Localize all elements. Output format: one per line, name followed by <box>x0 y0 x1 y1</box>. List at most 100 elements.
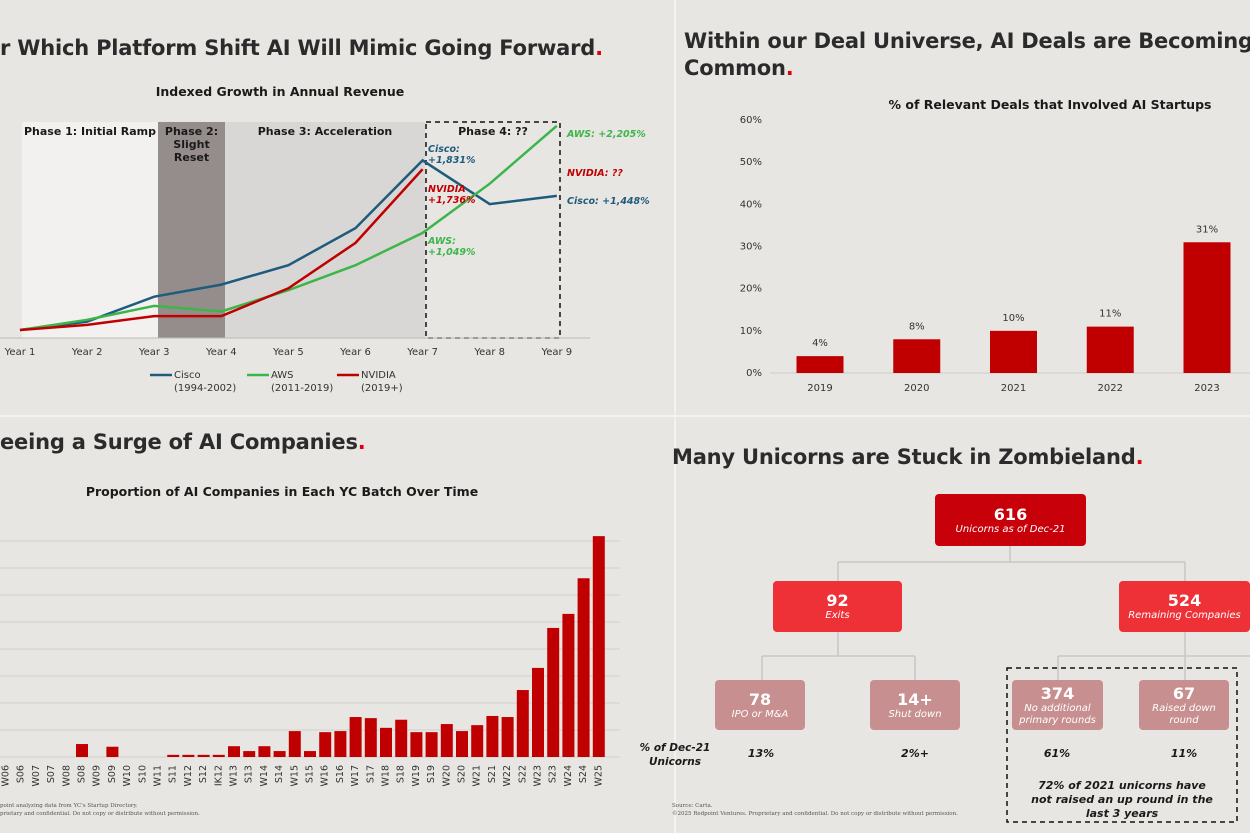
legend-label: NVIDIA <box>361 370 396 381</box>
node-label: Shut down <box>888 708 942 720</box>
phase-band <box>22 122 158 338</box>
bar <box>304 751 316 757</box>
tree-node: 78 IPO or M&A <box>715 680 805 730</box>
bar <box>380 727 392 757</box>
x-tick-label: Year 8 <box>473 347 505 358</box>
bar <box>228 746 240 757</box>
x-tick-label: W12 <box>183 765 194 786</box>
tree-node: 14+ Shut down <box>870 680 960 730</box>
phase-label: Phase 1: Initial Ramp <box>23 125 156 138</box>
x-tick-label: 2023 <box>1194 383 1219 394</box>
bar <box>516 690 529 757</box>
bar <box>1183 242 1231 373</box>
bar <box>273 751 286 757</box>
x-tick-label: W13 <box>229 765 240 786</box>
slide-title: r Which Platform Shift AI Will Mimic Goi… <box>0 36 603 60</box>
x-tick-label: S17 <box>365 765 376 783</box>
node-value: 616 <box>993 504 1028 524</box>
annotation: NVIDIA: ?? <box>567 168 623 179</box>
bar <box>243 751 256 757</box>
x-tick-label: W21 <box>472 765 483 786</box>
chart-title: % of Relevant Deals that Involved AI Sta… <box>888 97 1212 112</box>
tree-node: 92 Exits <box>773 581 902 632</box>
bar <box>1086 326 1134 373</box>
row-label: % of Dec-21 Unicorns <box>639 742 711 768</box>
bar <box>471 725 484 757</box>
title-dot: . <box>357 430 366 454</box>
share-label: 11% <box>1170 747 1198 760</box>
x-tick-label: W25 <box>593 765 604 786</box>
bar <box>577 578 590 757</box>
node-value: 14+ <box>897 689 933 709</box>
x-tick-label: Year 3 <box>138 347 170 358</box>
phase-label: Phase 3: Acceleration <box>257 125 393 138</box>
x-tick-label: W08 <box>61 765 72 786</box>
bar <box>106 746 119 757</box>
x-tick-label: S20 <box>457 765 468 783</box>
bar <box>182 754 195 757</box>
x-tick-label: W20 <box>441 765 452 786</box>
bar <box>167 754 180 757</box>
slide-title: Within our Deal Universe, AI Deals are B… <box>684 29 1250 53</box>
node-value: 374 <box>1040 683 1075 703</box>
share-label: 2%+ <box>901 747 929 760</box>
x-tick-label: Year 2 <box>71 347 103 358</box>
line-series <box>19 158 557 332</box>
title-dot: . <box>785 56 794 80</box>
line-series <box>19 168 424 332</box>
x-tick-label: 2022 <box>1098 383 1123 394</box>
node-value: 524 <box>1167 591 1202 610</box>
legend-period: (1994-2002) <box>174 383 236 394</box>
annotation: Cisco: +1,448% <box>567 196 650 207</box>
chart-title: Indexed Growth in Annual Revenue <box>155 84 405 99</box>
bar <box>212 754 225 757</box>
bar <box>258 746 271 757</box>
node-value: 67 <box>1172 683 1196 703</box>
x-tick-label: Year 7 <box>406 347 438 358</box>
x-tick-label: S16 <box>335 765 346 783</box>
note: 72% of 2021 unicorns have not raised an … <box>1031 779 1213 820</box>
x-tick-label: 2020 <box>904 383 929 394</box>
legend-period: (2019+) <box>361 383 403 394</box>
x-tick-label: S13 <box>244 765 255 783</box>
line-series <box>19 124 558 332</box>
x-tick-label: S21 <box>487 765 498 783</box>
bar <box>349 717 362 757</box>
bar <box>425 732 438 757</box>
x-tick-label: S11 <box>168 765 179 783</box>
bar <box>440 724 453 757</box>
slide-title: Many Unicorns are Stuck in Zombieland. <box>672 445 1144 469</box>
x-tick-label: S22 <box>517 765 528 783</box>
node-label: Unicorns as of Dec-21 <box>955 523 1066 535</box>
x-tick-label: S24 <box>578 765 589 783</box>
bar <box>562 613 575 757</box>
phase-label: Phase 4: ?? <box>458 125 528 138</box>
x-tick-label: S10 <box>137 765 148 783</box>
node-label: IPO or M&A <box>731 708 789 720</box>
x-tick-label: Year 1 <box>4 347 36 358</box>
footnote: ©2025 Redpoint Ventures. Proprietary and… <box>672 811 958 817</box>
title-dot: . <box>595 36 603 60</box>
bar <box>319 732 332 757</box>
footnote: point analyzing data from YC's Startup D… <box>0 803 138 809</box>
legend-period: (2011-2019) <box>271 383 333 394</box>
slide-title: eeing a Surge of AI Companies. <box>0 430 366 454</box>
value-label: 8% <box>909 321 925 332</box>
x-tick-label: S23 <box>548 765 559 783</box>
note-box <box>1006 667 1238 823</box>
bar <box>395 719 408 757</box>
bar <box>796 356 844 373</box>
y-tick-label: 30% <box>740 242 762 253</box>
x-tick-label: S09 <box>107 765 118 783</box>
x-tick-label: W06 <box>1 765 12 786</box>
x-tick-label: W17 <box>350 765 361 786</box>
x-tick-label: S19 <box>426 765 437 783</box>
bar <box>288 731 301 757</box>
annotation: NVIDIA +1,736% <box>428 184 476 206</box>
x-tick-label: Year 6 <box>339 347 371 358</box>
title-dot: . <box>1135 445 1144 469</box>
legend-label: AWS <box>271 370 294 381</box>
bar <box>364 718 377 757</box>
annotation: AWS: +2,205% <box>567 129 646 140</box>
